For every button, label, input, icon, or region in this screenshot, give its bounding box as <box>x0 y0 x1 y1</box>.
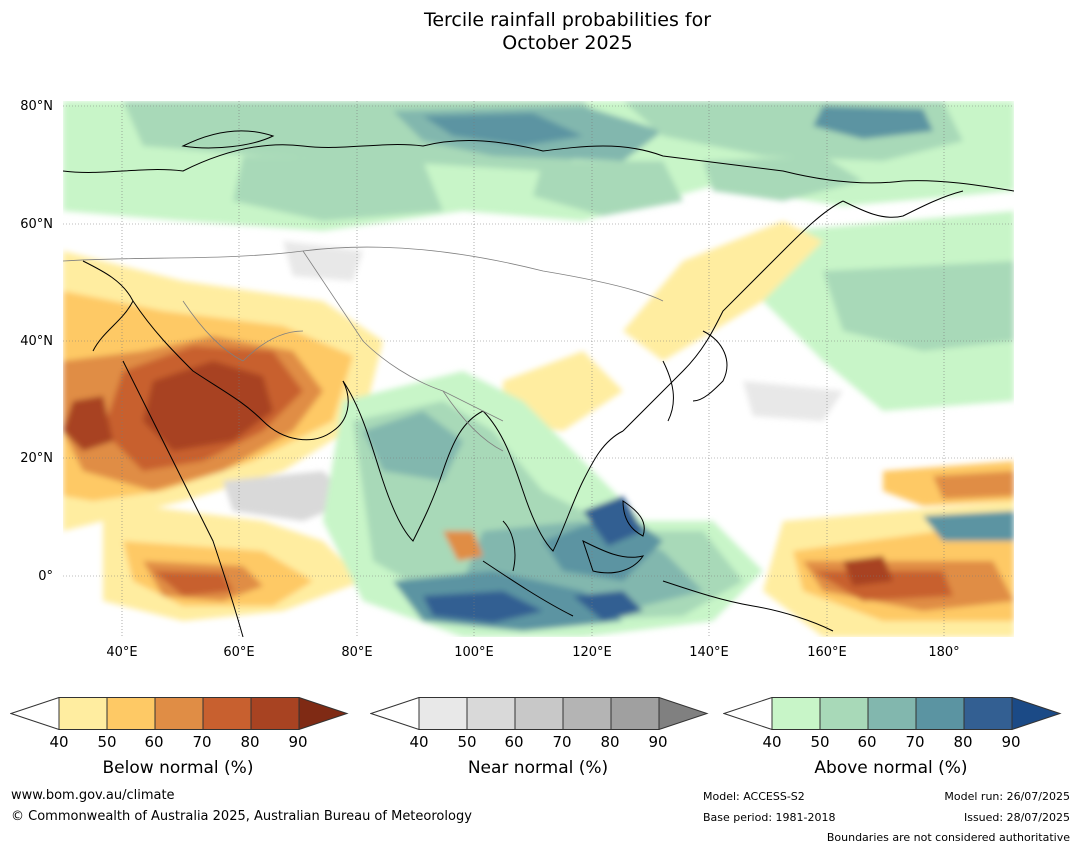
colorbar-over-triangle <box>298 697 349 730</box>
lat-label-20n: 20°N <box>20 451 53 466</box>
lon-label-120e: 120°E <box>572 645 612 660</box>
colorbar-segment <box>514 697 564 730</box>
colorbar-segment <box>771 697 821 730</box>
lat-label-equator: 0° <box>38 569 53 584</box>
colorbar-segment <box>819 697 869 730</box>
colorbar-above-tick: 40 <box>762 733 782 751</box>
colorbar-above-tick: 60 <box>857 733 877 751</box>
probability-shading <box>63 101 1014 637</box>
colorbar-above-normal <box>723 697 1062 730</box>
colorbar-segment <box>466 697 516 730</box>
colorbar-segment <box>418 697 468 730</box>
colorbar-above-tick: 90 <box>1001 733 1021 751</box>
colorbar-segment <box>562 697 612 730</box>
colorbar-below-tick: 90 <box>288 733 308 751</box>
colorbar-below-tick: 50 <box>97 733 117 751</box>
colorbar-segment <box>106 697 156 730</box>
colorbar-over-triangle <box>1011 697 1062 730</box>
colorbar-near-tick: 80 <box>600 733 620 751</box>
colorbar-below-tick: 80 <box>240 733 260 751</box>
colorbar-segment <box>202 697 252 730</box>
lon-label-60e: 60°E <box>223 645 255 660</box>
colorbar-below-normal <box>10 697 349 730</box>
issued-date: Issued: 28/07/2025 <box>963 811 1070 824</box>
colorbar-near-normal <box>370 697 709 730</box>
colorbar-under-triangle <box>10 697 60 730</box>
rainfall-probability-map <box>63 101 1014 637</box>
colorbar-segment <box>154 697 204 730</box>
map-title-line2: October 2025 <box>502 32 633 54</box>
lon-label-100e: 100°E <box>454 645 494 660</box>
map-title-line1: Tercile rainfall probabilities for <box>423 9 712 31</box>
colorbar-above-tick: 80 <box>953 733 973 751</box>
lon-label-80e: 80°E <box>341 645 373 660</box>
base-period: Base period: 1981-2018 <box>703 811 836 824</box>
colorbar-segment <box>610 697 660 730</box>
model-name: Model: ACCESS-S2 <box>703 790 805 803</box>
copyright-text: © Commonwealth of Australia 2025, Austra… <box>11 809 472 824</box>
colorbar-segment <box>58 697 108 730</box>
colorbar-below-tick: 70 <box>192 733 212 751</box>
colorbar-below-tick: 40 <box>49 733 69 751</box>
model-run-date: Model run: 26/07/2025 <box>944 790 1070 803</box>
colorbar-segment <box>915 697 965 730</box>
colorbar-below-label: Below normal (%) <box>102 758 254 778</box>
colorbar-below-tick: 60 <box>144 733 164 751</box>
lon-label-180: 180° <box>928 645 960 660</box>
colorbar-segment <box>867 697 917 730</box>
colorbar-near-tick: 50 <box>457 733 477 751</box>
lat-label-60n: 60°N <box>20 217 53 232</box>
colorbar-segment <box>963 697 1013 730</box>
lat-label-80n: 80°N <box>20 99 53 114</box>
graticule <box>63 101 1014 637</box>
website-link[interactable]: www.bom.gov.au/climate <box>11 788 175 803</box>
colorbar-above-tick: 50 <box>810 733 830 751</box>
colorbar-near-tick: 60 <box>504 733 524 751</box>
colorbar-near-tick: 70 <box>552 733 572 751</box>
lon-label-140e: 140°E <box>689 645 729 660</box>
lat-label-40n: 40°N <box>20 334 53 349</box>
colorbar-near-tick: 90 <box>648 733 668 751</box>
colorbar-under-triangle <box>370 697 420 730</box>
colorbar-above-label: Above normal (%) <box>814 758 968 778</box>
colorbar-under-triangle <box>723 697 773 730</box>
lon-label-160e: 160°E <box>807 645 847 660</box>
coastlines <box>63 130 1014 637</box>
boundary-disclaimer: Boundaries are not considered authoritat… <box>826 831 1070 844</box>
colorbar-near-label: Near normal (%) <box>467 758 609 778</box>
map-title: Tercile rainfall probabilities for Octob… <box>0 9 1081 55</box>
colorbar-near-tick: 40 <box>409 733 429 751</box>
colorbar-over-triangle <box>658 697 709 730</box>
country-boundaries <box>63 246 664 452</box>
colorbar-segment <box>250 697 300 730</box>
colorbar-above-tick: 70 <box>905 733 925 751</box>
lon-label-40e: 40°E <box>106 645 138 660</box>
